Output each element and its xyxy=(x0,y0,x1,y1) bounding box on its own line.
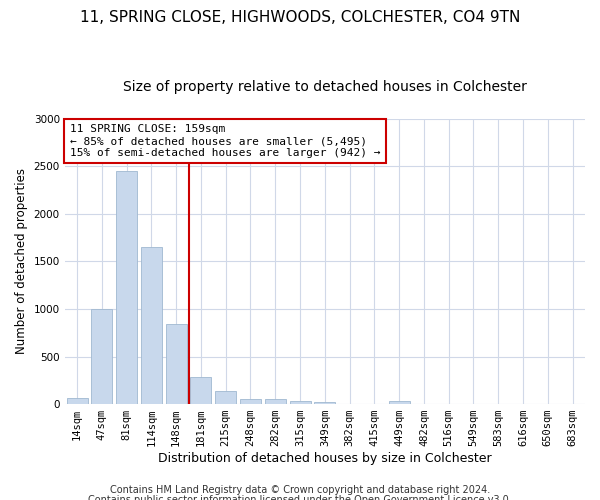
Bar xyxy=(67,398,88,404)
Title: Size of property relative to detached houses in Colchester: Size of property relative to detached ho… xyxy=(123,80,527,94)
Bar xyxy=(314,402,335,404)
Bar xyxy=(389,401,410,404)
Bar xyxy=(240,399,261,404)
Bar xyxy=(265,399,286,404)
Bar xyxy=(141,247,162,404)
Bar xyxy=(290,401,311,404)
Bar xyxy=(116,171,137,404)
Text: 11, SPRING CLOSE, HIGHWOODS, COLCHESTER, CO4 9TN: 11, SPRING CLOSE, HIGHWOODS, COLCHESTER,… xyxy=(80,10,520,25)
Text: Contains public sector information licensed under the Open Government Licence v3: Contains public sector information licen… xyxy=(88,495,512,500)
Bar xyxy=(215,391,236,404)
Text: Contains HM Land Registry data © Crown copyright and database right 2024.: Contains HM Land Registry data © Crown c… xyxy=(110,485,490,495)
X-axis label: Distribution of detached houses by size in Colchester: Distribution of detached houses by size … xyxy=(158,452,491,465)
Bar xyxy=(166,324,187,404)
Y-axis label: Number of detached properties: Number of detached properties xyxy=(15,168,28,354)
Text: 11 SPRING CLOSE: 159sqm
← 85% of detached houses are smaller (5,495)
15% of semi: 11 SPRING CLOSE: 159sqm ← 85% of detache… xyxy=(70,124,380,158)
Bar xyxy=(190,376,211,404)
Bar xyxy=(91,309,112,404)
